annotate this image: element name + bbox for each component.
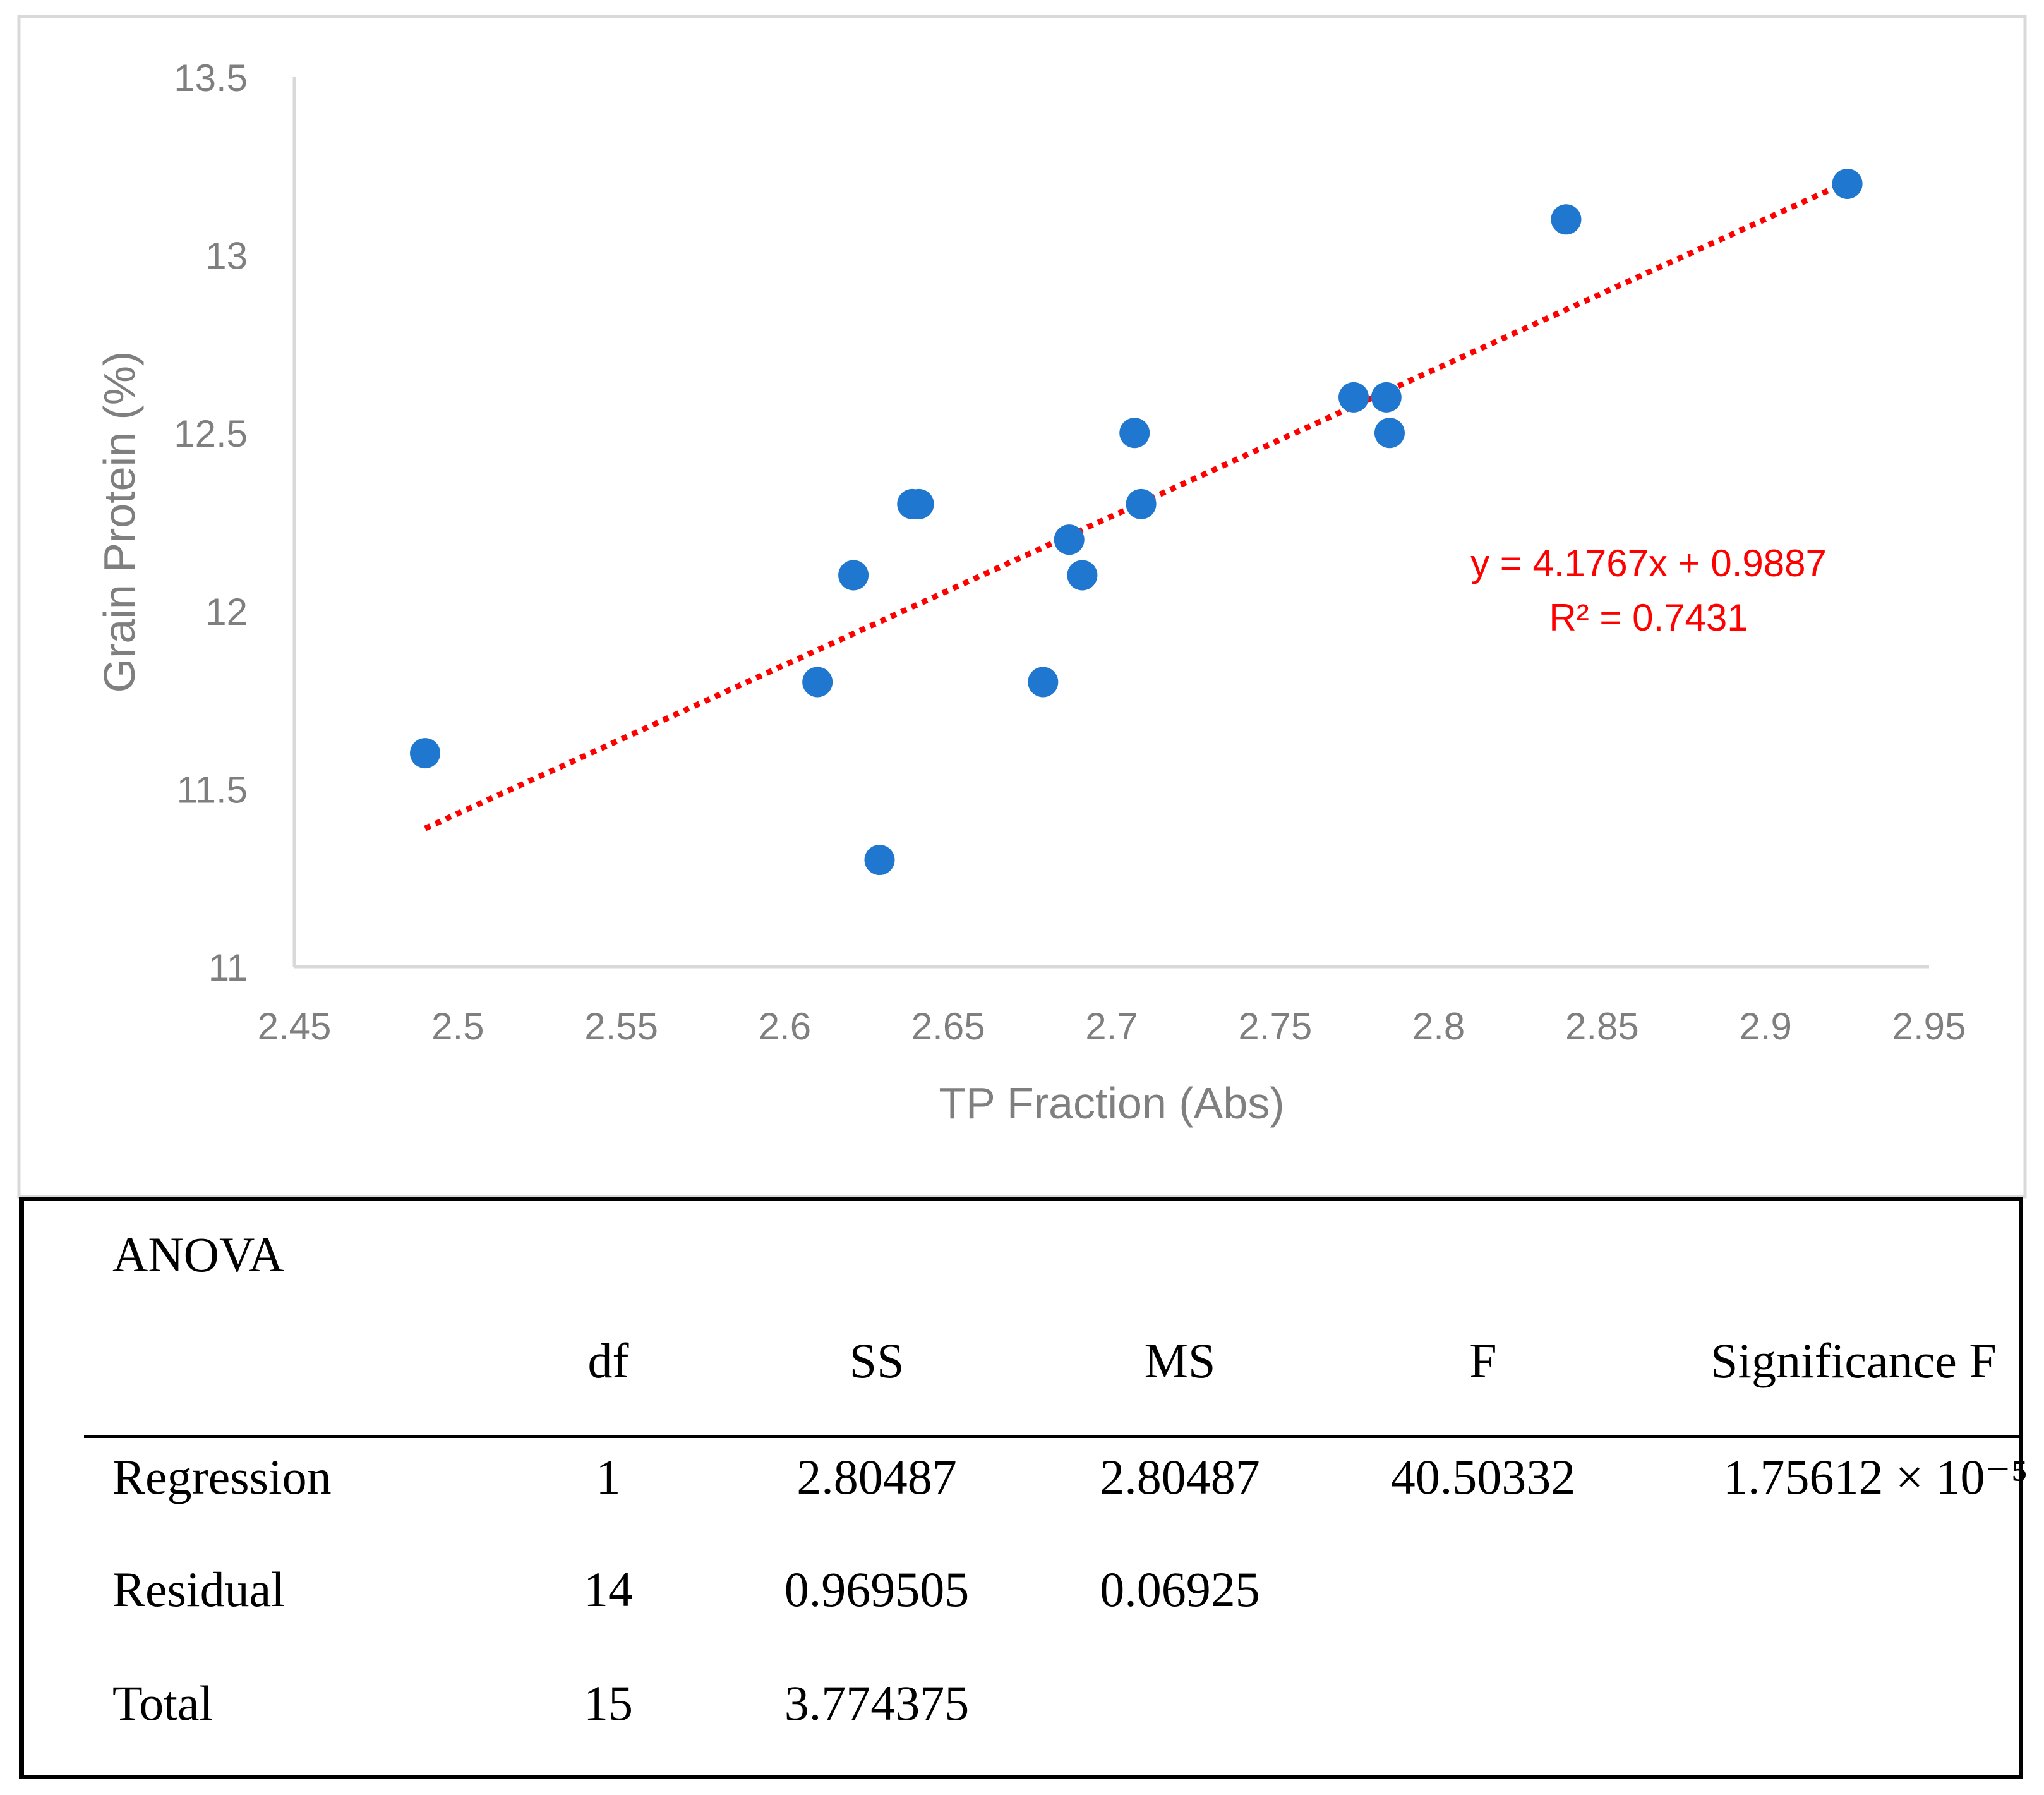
- x-tick-label: 2.6: [759, 1005, 811, 1048]
- data-point: [1551, 204, 1582, 235]
- header-df: df: [587, 1333, 629, 1388]
- data-point: [1067, 560, 1098, 591]
- row-label-total: Total: [112, 1676, 213, 1731]
- cell-residual-df: 14: [584, 1562, 633, 1617]
- cell-total-ss: 3.774375: [784, 1676, 970, 1731]
- data-point: [1054, 524, 1085, 555]
- header-rule: [84, 1435, 2019, 1438]
- data-point: [864, 845, 895, 876]
- x-tick-label: 2.65: [911, 1005, 985, 1048]
- data-point: [410, 738, 441, 769]
- data-point: [1832, 168, 1863, 199]
- data-point: [802, 667, 833, 698]
- data-point: [838, 560, 869, 591]
- trendline-r2: R² = 0.7431: [1549, 596, 1748, 639]
- y-tick-label: 13: [205, 235, 248, 277]
- x-tick-label: 2.55: [584, 1005, 658, 1048]
- x-tick-label: 2.95: [1892, 1005, 1966, 1048]
- y-tick-label: 13.5: [174, 57, 248, 99]
- y-tick-label: 12: [205, 591, 248, 633]
- x-tick-label: 2.9: [1739, 1005, 1791, 1048]
- header-significance-f: Significance F: [1710, 1333, 1997, 1388]
- y-tick-labels: 11 11.5 12 12.5 13 13.5: [174, 57, 248, 989]
- data-point: [1338, 382, 1369, 413]
- cell-regression-df: 1: [596, 1449, 621, 1504]
- data-point: [1028, 667, 1059, 698]
- y-tick-label: 11: [208, 946, 248, 989]
- trendline: [424, 179, 1849, 831]
- cell-regression-ms: 2.80487: [1100, 1449, 1260, 1504]
- scatter-chart: 11 11.5 12 12.5 13 13.5 2.45 2.5 2.55 2.6 2.65 2.7…: [17, 15, 2027, 1199]
- row-label-regression: Regression: [112, 1449, 332, 1504]
- cell-regression-sig: 1.75612 × 10⁻⁵: [1723, 1449, 2028, 1504]
- x-tick-label: 2.45: [258, 1005, 332, 1048]
- chart-frame: [17, 15, 2027, 1199]
- data-point: [1119, 418, 1150, 449]
- y-axis-title: Grain Protein (%): [95, 351, 144, 693]
- anova-title: ANOVA: [112, 1227, 284, 1282]
- header-ms: MS: [1144, 1333, 1216, 1388]
- y-tick-label: 11.5: [177, 768, 248, 811]
- y-tick-label: 12.5: [174, 413, 248, 455]
- x-tick-label: 2.75: [1238, 1005, 1312, 1048]
- row-label-residual: Residual: [112, 1562, 285, 1617]
- cell-residual-ss: 0.969505: [784, 1562, 970, 1617]
- data-point: [903, 488, 934, 519]
- data-point: [1374, 418, 1405, 449]
- x-tick-label: 2.85: [1565, 1005, 1639, 1048]
- header-f: F: [1469, 1333, 1497, 1388]
- data-point: [1126, 488, 1157, 519]
- trendline-group: [424, 179, 1849, 831]
- x-tick-label: 2.5: [431, 1005, 484, 1048]
- cell-residual-ms: 0.06925: [1100, 1562, 1260, 1617]
- cell-regression-f: 40.50332: [1390, 1449, 1576, 1504]
- x-axis-title: TP Fraction (Abs): [939, 1079, 1284, 1128]
- x-tick-labels: 2.45 2.5 2.55 2.6 2.65 2.7 2.75 2.8 2.85 2.9 2.95: [258, 1005, 1966, 1048]
- anova-table: ANOVA df SS MS F Significance F Regressi…: [19, 1197, 2028, 1779]
- cell-total-df: 15: [584, 1676, 633, 1731]
- trendline-equation: y = 4.1767x + 0.9887: [1470, 542, 1827, 584]
- x-tick-label: 2.7: [1085, 1005, 1138, 1048]
- cell-regression-ss: 2.80487: [797, 1449, 957, 1504]
- data-points: [410, 168, 1863, 876]
- data-point: [1371, 382, 1402, 413]
- x-tick-label: 2.8: [1412, 1005, 1465, 1048]
- header-ss: SS: [849, 1333, 905, 1388]
